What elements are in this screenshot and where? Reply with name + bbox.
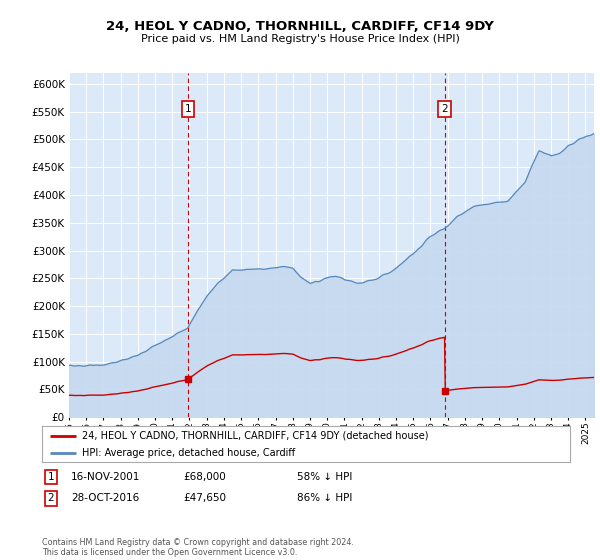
Text: 2: 2	[441, 104, 448, 114]
Text: Contains HM Land Registry data © Crown copyright and database right 2024.
This d: Contains HM Land Registry data © Crown c…	[42, 538, 354, 557]
Text: 1: 1	[47, 472, 55, 482]
Text: 1: 1	[184, 104, 191, 114]
Text: 24, HEOL Y CADNO, THORNHILL, CARDIFF, CF14 9DY: 24, HEOL Y CADNO, THORNHILL, CARDIFF, CF…	[106, 20, 494, 32]
Text: £47,650: £47,650	[183, 493, 226, 503]
Text: 16-NOV-2001: 16-NOV-2001	[71, 472, 140, 482]
Text: HPI: Average price, detached house, Cardiff: HPI: Average price, detached house, Card…	[82, 448, 295, 458]
Text: 58% ↓ HPI: 58% ↓ HPI	[297, 472, 352, 482]
Text: Price paid vs. HM Land Registry's House Price Index (HPI): Price paid vs. HM Land Registry's House …	[140, 34, 460, 44]
Text: 2: 2	[47, 493, 55, 503]
Text: £68,000: £68,000	[183, 472, 226, 482]
Text: 24, HEOL Y CADNO, THORNHILL, CARDIFF, CF14 9DY (detached house): 24, HEOL Y CADNO, THORNHILL, CARDIFF, CF…	[82, 431, 428, 441]
Text: 86% ↓ HPI: 86% ↓ HPI	[297, 493, 352, 503]
Text: 28-OCT-2016: 28-OCT-2016	[71, 493, 139, 503]
